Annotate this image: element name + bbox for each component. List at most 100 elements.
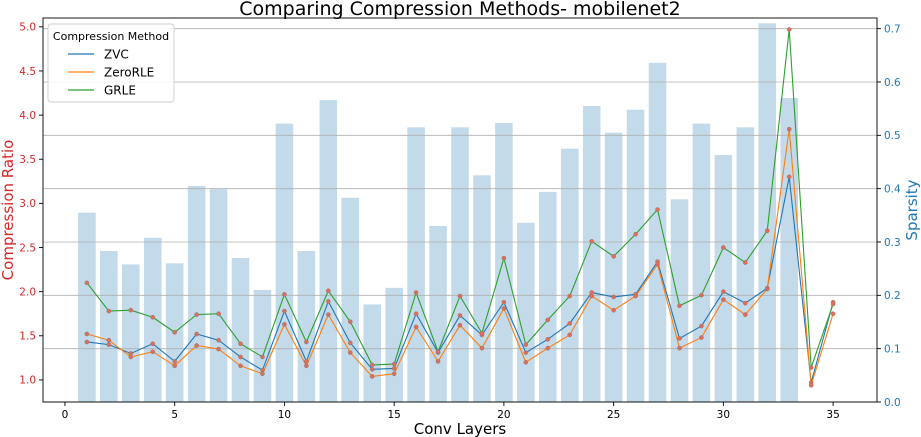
data-point-zvc bbox=[304, 359, 309, 364]
x-tick-label: 35 bbox=[826, 409, 839, 421]
data-point-grle bbox=[721, 245, 726, 250]
data-point-zerorle bbox=[369, 374, 375, 379]
data-point-zerorle bbox=[304, 363, 309, 369]
data-point-grle bbox=[282, 292, 287, 297]
legend-label-zerorle: ZeroRLE bbox=[104, 66, 154, 80]
data-point-zerorle bbox=[435, 359, 441, 364]
sparsity-bar bbox=[122, 264, 140, 402]
data-point-grle bbox=[238, 341, 243, 347]
sparsity-bar bbox=[253, 290, 272, 402]
data-point-zerorle bbox=[633, 293, 638, 299]
sparsity-bar bbox=[780, 98, 798, 402]
data-point-grle bbox=[633, 231, 638, 237]
data-point-grle bbox=[150, 314, 156, 320]
sparsity-bar bbox=[297, 251, 316, 402]
sparsity-bar bbox=[495, 123, 513, 403]
legend-title: Compression Method bbox=[53, 30, 169, 43]
data-point-grle bbox=[567, 293, 573, 299]
data-point-zerorle bbox=[677, 345, 682, 351]
data-point-grle bbox=[194, 312, 199, 317]
data-point-grle bbox=[786, 27, 792, 32]
data-point-grle bbox=[347, 319, 353, 324]
data-point-zerorle bbox=[282, 322, 287, 327]
sparsity-bar bbox=[429, 226, 447, 402]
plot-frame bbox=[42, 17, 878, 403]
data-point-zerorle bbox=[523, 359, 529, 365]
data-point-grle bbox=[545, 317, 551, 323]
data-point-grle bbox=[589, 239, 594, 244]
y-right-tick-label: 0.6 bbox=[884, 77, 901, 89]
sparsity-bar bbox=[560, 148, 579, 402]
data-point-grle bbox=[699, 292, 704, 298]
data-point-zerorle bbox=[457, 322, 463, 328]
data-point-grle bbox=[435, 349, 441, 354]
sparsity-bar bbox=[714, 155, 733, 402]
data-point-zerorle bbox=[699, 335, 704, 340]
data-point-zerorle bbox=[128, 354, 134, 360]
y-right-tick-label: 0.3 bbox=[884, 237, 901, 249]
y-right-tick-label: 0.1 bbox=[884, 343, 901, 355]
data-point-zerorle bbox=[589, 293, 594, 299]
x-tick-label: 5 bbox=[171, 409, 178, 421]
data-point-zvc bbox=[194, 331, 199, 337]
data-point-zvc bbox=[721, 289, 726, 294]
y-left-tick-label: 2.0 bbox=[19, 286, 36, 298]
data-point-zvc bbox=[172, 359, 177, 364]
data-point-zvc bbox=[282, 308, 287, 314]
y-left-axis-label: Compression Ratio bbox=[0, 140, 17, 281]
sparsity-bar bbox=[143, 237, 162, 402]
legend-label-grle: GRLE bbox=[104, 84, 136, 98]
sparsity-bar bbox=[670, 199, 689, 402]
data-point-zerorle bbox=[479, 345, 485, 351]
legend-label-zvc: ZVC bbox=[104, 48, 129, 62]
legend-box bbox=[47, 23, 175, 103]
sparsity-bar bbox=[692, 123, 711, 402]
data-point-zerorle bbox=[830, 311, 836, 317]
data-point-zerorle bbox=[501, 306, 507, 311]
sparsity-bar bbox=[187, 186, 206, 402]
data-point-zerorle bbox=[413, 324, 419, 330]
sparsity-bar bbox=[758, 23, 777, 402]
data-point-zvc bbox=[699, 323, 704, 329]
data-point-grle bbox=[479, 330, 485, 336]
sparsity-bar bbox=[517, 222, 535, 402]
y-left-tick-label: 4.0 bbox=[19, 110, 36, 122]
x-tick-label: 10 bbox=[278, 409, 291, 421]
data-point-grle bbox=[808, 365, 814, 370]
data-point-grle bbox=[677, 303, 682, 309]
data-point-zerorle bbox=[655, 261, 660, 267]
data-point-zvc bbox=[216, 337, 221, 343]
data-point-zvc bbox=[413, 311, 419, 317]
data-point-grle bbox=[611, 254, 616, 259]
data-point-grle bbox=[764, 228, 770, 234]
data-point-zvc bbox=[545, 337, 551, 342]
data-point-grle bbox=[391, 361, 397, 367]
x-axis-label: Conv Layers bbox=[414, 420, 507, 437]
y-left-tick-label: 1.5 bbox=[19, 331, 36, 343]
sparsity-bar bbox=[100, 251, 118, 402]
x-tick-label: 0 bbox=[62, 409, 69, 421]
data-point-grle bbox=[172, 329, 177, 335]
data-point-zerorle bbox=[808, 382, 814, 388]
data-point-zvc bbox=[347, 340, 353, 346]
y-right-tick-label: 0.2 bbox=[884, 290, 901, 302]
data-point-zvc bbox=[457, 313, 463, 318]
data-point-grle bbox=[260, 354, 265, 360]
data-point-zvc bbox=[677, 336, 682, 341]
data-point-zerorle bbox=[216, 346, 221, 352]
y-left-tick-label: 3.0 bbox=[19, 198, 36, 210]
data-point-zvc bbox=[84, 339, 90, 345]
data-point-grle bbox=[655, 207, 660, 212]
sparsity-bar bbox=[341, 197, 360, 402]
y-right-axis-label: Sparsity bbox=[903, 179, 921, 240]
data-point-grle bbox=[216, 311, 221, 317]
x-tick-label: 25 bbox=[607, 409, 620, 421]
sparsity-bar bbox=[451, 127, 469, 402]
data-point-zerorle bbox=[721, 297, 726, 302]
data-point-grle bbox=[457, 293, 463, 299]
data-point-zvc bbox=[391, 366, 397, 371]
data-point-grle bbox=[304, 339, 309, 345]
data-point-grle bbox=[501, 255, 507, 261]
